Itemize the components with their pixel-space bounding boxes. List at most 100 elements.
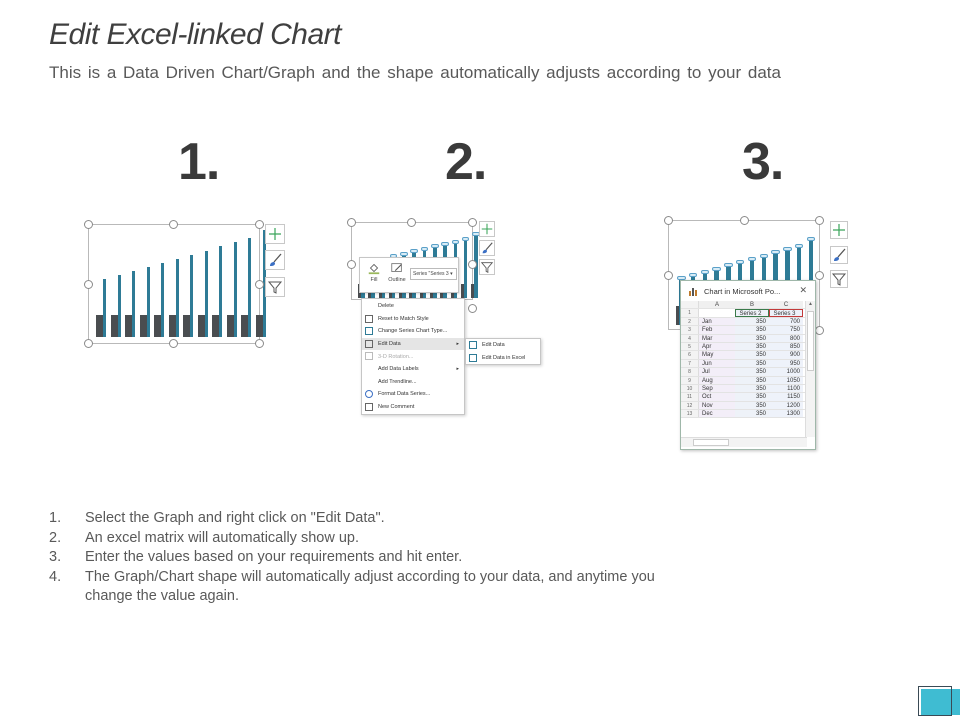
cell[interactable]: 350 <box>735 401 769 410</box>
resize-handle[interactable] <box>815 271 824 280</box>
resize-handle[interactable] <box>468 218 477 227</box>
resize-handle[interactable] <box>84 220 93 229</box>
cell[interactable]: Jan <box>699 317 735 326</box>
menu-item-add-data-labels[interactable]: Add Data Labels ▸ <box>378 366 459 373</box>
bar-series-2[interactable] <box>255 315 263 337</box>
chart-1-bars[interactable] <box>96 230 266 337</box>
cell[interactable]: Oct <box>699 393 735 401</box>
menu-item-format-data-series[interactable]: Format Data Series... <box>362 388 464 401</box>
submenu-item-edit-data[interactable]: Edit Data <box>466 339 540 352</box>
bar-series-3[interactable] <box>103 279 106 337</box>
cell[interactable] <box>699 309 735 317</box>
bar-series-2[interactable] <box>241 315 248 337</box>
cell[interactable]: 1200 <box>769 401 803 410</box>
cell[interactable]: 800 <box>769 334 803 342</box>
bar-group[interactable] <box>168 230 179 337</box>
row-header[interactable]: 4 <box>681 334 699 342</box>
scroll-thumb[interactable] <box>807 311 814 371</box>
bar-group[interactable] <box>139 230 150 337</box>
horizontal-scrollbar[interactable] <box>681 437 807 447</box>
resize-handle[interactable] <box>255 339 264 348</box>
bar-group[interactable] <box>96 230 106 337</box>
cell[interactable]: 350 <box>735 351 769 359</box>
chart-elements-button[interactable] <box>479 221 495 237</box>
series-select[interactable]: Series "Series 3 ▾ <box>410 268 457 280</box>
resize-handle[interactable] <box>664 216 673 225</box>
resize-handle[interactable] <box>407 218 416 227</box>
bar-group[interactable] <box>197 230 208 337</box>
bar-series-3[interactable] <box>461 237 470 298</box>
bar-series-3[interactable] <box>262 230 266 337</box>
excel-window-titlebar[interactable]: Chart in Microsoft Po... <box>681 281 815 301</box>
bar-series-2[interactable] <box>676 306 679 325</box>
menu-item-add-trendline[interactable]: Add Trendline... <box>378 378 417 385</box>
bar-group[interactable] <box>183 230 193 337</box>
row-header[interactable]: 2 <box>681 317 699 326</box>
bar-series-2[interactable] <box>226 315 234 337</box>
cell[interactable]: Mar <box>699 334 735 342</box>
cell[interactable]: 350 <box>735 334 769 342</box>
cell[interactable]: Jun <box>699 359 735 368</box>
bar-group[interactable] <box>255 230 266 337</box>
menu-item-new-comment[interactable]: New Comment <box>362 401 464 414</box>
resize-handle[interactable] <box>84 280 93 289</box>
chart-styles-button[interactable] <box>830 246 848 264</box>
resize-handle[interactable] <box>815 216 824 225</box>
menu-item-reset-style[interactable]: Reset to Match Style <box>362 313 464 326</box>
resize-handle[interactable] <box>740 216 749 225</box>
menu-item-3d-rotation[interactable]: 3-D Rotation... <box>362 350 464 363</box>
cell[interactable]: 1150 <box>769 393 803 401</box>
chart-filters-button[interactable] <box>830 270 848 288</box>
bar-series-2[interactable] <box>110 315 118 337</box>
cell[interactable]: 750 <box>769 326 803 334</box>
bar-series-2[interactable] <box>96 315 103 337</box>
bar-series-2[interactable] <box>183 315 190 337</box>
bar-series-3[interactable] <box>233 242 237 337</box>
cell[interactable]: 350 <box>735 359 769 368</box>
row-header[interactable]: 12 <box>681 401 699 410</box>
bar-series-2[interactable] <box>197 315 205 337</box>
cell[interactable]: Jul <box>699 368 735 376</box>
row-header[interactable]: 11 <box>681 393 699 401</box>
cell[interactable]: 350 <box>735 393 769 401</box>
cell[interactable]: May <box>699 351 735 359</box>
menu-item-edit-data[interactable]: Edit Data ▸ <box>362 337 464 351</box>
bar-group[interactable] <box>241 230 251 337</box>
bar-group[interactable] <box>212 230 222 337</box>
column-header-a[interactable]: A <box>699 301 735 309</box>
scroll-thumb[interactable] <box>693 439 729 446</box>
resize-handle[interactable] <box>84 339 93 348</box>
column-header-c[interactable]: C <box>769 301 803 309</box>
bar-series-2[interactable] <box>212 315 219 337</box>
cell[interactable]: 950 <box>769 359 803 368</box>
bar-series-3[interactable] <box>219 246 222 337</box>
resize-handle[interactable] <box>169 339 178 348</box>
chart-elements-button[interactable] <box>830 221 848 239</box>
cell[interactable]: Series 2 <box>735 309 769 317</box>
bar-series-2[interactable] <box>460 284 464 298</box>
row-header[interactable]: 8 <box>681 368 699 376</box>
chart-filters-button[interactable] <box>265 277 285 297</box>
cell[interactable]: 850 <box>769 342 803 351</box>
outline-button[interactable]: Outline <box>386 261 408 283</box>
bar-series-3[interactable] <box>248 238 251 337</box>
bar-series-3[interactable] <box>204 250 208 337</box>
chart-filters-button[interactable] <box>479 259 495 275</box>
resize-handle[interactable] <box>468 260 477 269</box>
row-header[interactable]: 9 <box>681 376 699 384</box>
resize-handle[interactable] <box>347 260 356 269</box>
row-header[interactable]: 7 <box>681 359 699 368</box>
cell[interactable]: 700 <box>769 317 803 326</box>
bar-series-2[interactable] <box>125 315 132 337</box>
close-icon[interactable]: ✕ <box>799 285 807 295</box>
row-header[interactable]: 5 <box>681 342 699 351</box>
cell[interactable]: Sep <box>699 384 735 393</box>
resize-handle[interactable] <box>255 280 264 289</box>
cell[interactable]: Aug <box>699 376 735 384</box>
bar-series-2[interactable] <box>139 315 147 337</box>
cell[interactable]: 1000 <box>769 368 803 376</box>
cell[interactable]: 350 <box>735 368 769 376</box>
cell[interactable]: 350 <box>735 410 769 418</box>
cell[interactable]: 900 <box>769 351 803 359</box>
menu-item-delete[interactable]: Delete <box>378 303 394 310</box>
